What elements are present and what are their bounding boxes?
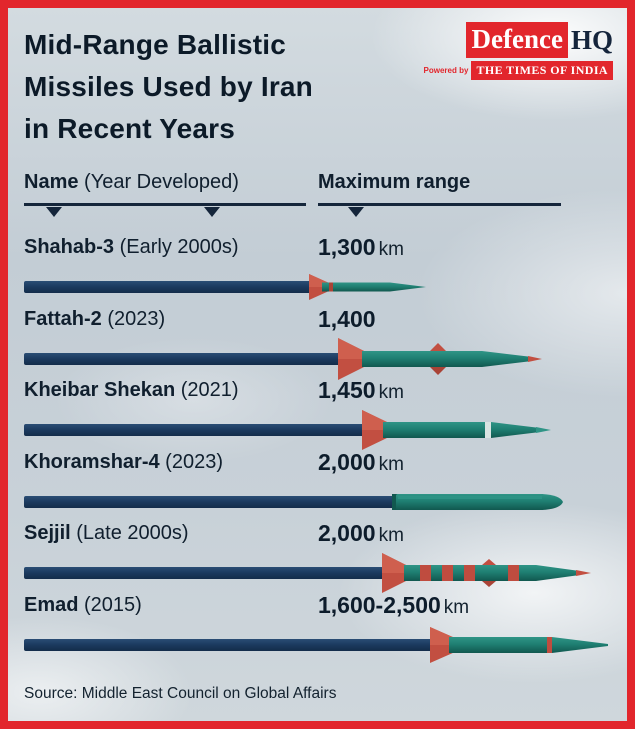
missile-range: 1,400 bbox=[318, 305, 376, 332]
title-line-3: in Recent Years bbox=[24, 113, 236, 144]
missile-name: Sejjil (Late 2000s) bbox=[24, 522, 189, 544]
missile-rows: Shahab-3 (Early 2000s) 1,300 km Fattah-2 … bbox=[24, 234, 627, 666]
column-header-range: Maximum range bbox=[318, 171, 561, 217]
table-row: Kheibar Shekan (2021) 1,450 km bbox=[24, 377, 627, 451]
times-of-india-badge: THE TIMES OF INDIA bbox=[471, 61, 613, 80]
year-developed-note: (Year Developed) bbox=[78, 171, 239, 193]
missile-name: Emad (2015) bbox=[24, 593, 142, 616]
column-header-name: Name (Year Developed) bbox=[24, 171, 306, 217]
missile-range: 1,600-2,500 km bbox=[318, 591, 470, 618]
missile-graphic-shahab-3 bbox=[309, 274, 426, 300]
title-line-1: Mid-Range Ballistic bbox=[24, 29, 287, 60]
range-bar bbox=[24, 352, 346, 365]
missile-range: 2,000 km bbox=[318, 448, 404, 475]
range-bar bbox=[24, 281, 316, 293]
missile-graphic-sejjil bbox=[382, 553, 591, 593]
range-header-label: Maximum range bbox=[318, 171, 471, 193]
missile-graphic-kheibar-shekan bbox=[362, 410, 551, 450]
range-bar bbox=[24, 495, 400, 508]
defencehq-logo: Defence HQ Powered by THE TIMES OF INDIA bbox=[424, 22, 613, 80]
range-bar bbox=[24, 638, 438, 651]
title-line-2: Missiles Used by Iran bbox=[24, 71, 313, 102]
table-row: Fattah-2 (2023) 1,400 bbox=[24, 305, 627, 380]
table-row: Shahab-3 (Early 2000s) 1,300 km bbox=[24, 234, 627, 308]
missile-range: 2,000 km bbox=[318, 520, 404, 546]
defencehq-wordmark: Defence HQ bbox=[424, 22, 613, 58]
missile-graphic-emad bbox=[430, 626, 608, 663]
page-title: Mid-Range Ballistic Missiles Used by Ira… bbox=[24, 24, 313, 150]
table-row: Khoramshar-4 (2023) 2,000 km bbox=[24, 448, 627, 523]
publisher-strip: Powered by THE TIMES OF INDIA bbox=[424, 61, 613, 80]
missile-range: 1,300 km bbox=[318, 234, 404, 260]
pointer-triangle-icon bbox=[348, 207, 364, 217]
table-row: Sejjil (Late 2000s) 2,000 km bbox=[24, 520, 627, 594]
missile-graphic-khoramshar-4 bbox=[392, 493, 563, 510]
logo-hq-text: HQ bbox=[570, 25, 613, 55]
logo-defence-text: Defence bbox=[465, 22, 568, 58]
range-bar bbox=[24, 424, 370, 436]
pointer-triangle-icon bbox=[204, 207, 220, 217]
missile-name: Fattah-2 (2023) bbox=[24, 307, 166, 330]
missile-name: Shahab-3 (Early 2000s) bbox=[24, 236, 239, 258]
name-header-label: Name bbox=[24, 171, 79, 193]
column-headers: Name (Year Developed) Maximum range bbox=[24, 171, 619, 225]
missile-range: 1,450 km bbox=[318, 377, 404, 403]
missile-name: Khoramshar-4 (2023) bbox=[24, 450, 223, 473]
missile-name: Kheibar Shekan (2021) bbox=[24, 379, 239, 401]
source-credit: Source: Middle East Council on Global Af… bbox=[24, 685, 337, 702]
powered-by-label: Powered by bbox=[423, 66, 469, 75]
table-row: Emad (2015) 1,600-2,500 km bbox=[24, 591, 627, 666]
pointer-triangle-icon bbox=[46, 207, 62, 217]
missile-graphic-fattah-2 bbox=[338, 337, 542, 380]
range-bar bbox=[24, 567, 390, 579]
